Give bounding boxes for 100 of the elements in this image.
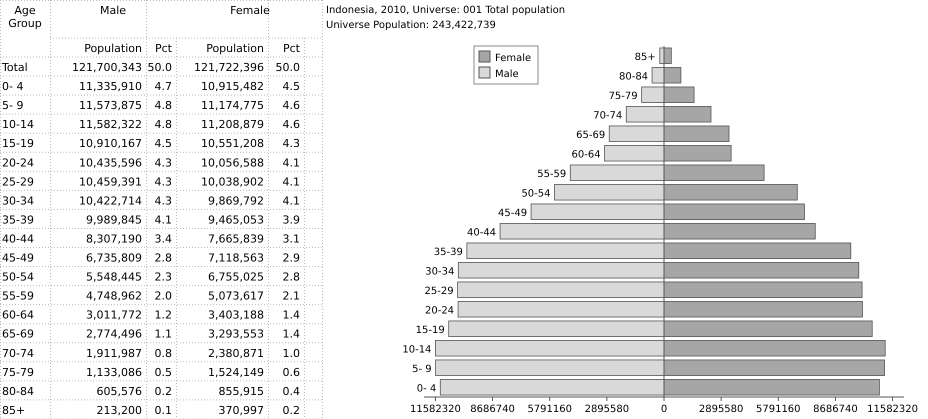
category-label: 55-59 [2,290,34,303]
data-label: 0.6 [282,366,300,379]
data-label: 10,056,588 [201,156,264,170]
data-label: 1.4 [282,328,300,341]
data-label: 8,307,190 [86,232,142,246]
data-label: 50.0 [276,61,300,74]
data-label: 6,755,025 [208,270,264,284]
data-label: 11,208,879 [201,118,264,132]
data-label: 0.4 [282,384,300,398]
data-label: 4.5 [154,137,172,150]
x-tick-label: 5791160 [756,404,801,415]
legend-label: Male [495,69,519,80]
y-tick-label: 0- 4 [416,383,436,394]
data-label: 2,774,496 [86,328,142,341]
data-label: 213,200 [96,404,142,417]
category-label: 65-69 [2,328,34,341]
data-label: 0.8 [154,346,172,360]
data-label: 2.9 [282,252,300,264]
data-label: 7,118,563 [208,252,264,264]
category-label: 80-84 [2,384,34,398]
category-label: 5- 9 [2,99,24,112]
category-label: 50-54 [2,270,34,284]
data-label: 0.2 [282,404,300,417]
data-label: 4.3 [154,175,172,188]
data-label: 1,133,086 [86,366,142,379]
data-label: 11,582,322 [79,118,142,132]
data-label: 10,915,482 [201,80,264,94]
data-label: 2.1 [282,290,300,303]
category-label: 0- 4 [2,80,24,94]
data-label: 4.8 [154,99,172,112]
data-label: 4.3 [154,194,172,208]
data-label: 605,576 [96,384,142,398]
x-tick-label: 8686740 [470,404,515,415]
data-label: 4.5 [282,80,300,94]
data-label: 1,524,149 [208,366,264,379]
data-label: 1.0 [282,346,300,360]
data-label: 1.2 [154,308,172,322]
data-label: 4.3 [154,156,172,170]
data-label: 3.9 [282,213,300,226]
x-tick-label: 2895580 [698,404,744,415]
data-label: 3.4 [154,232,172,246]
data-label: 0.2 [154,384,172,398]
data-label: 2.0 [154,290,172,303]
data-label: 4.6 [282,99,300,112]
category-label: 10-14 [2,118,34,132]
category-label: 60-64 [2,308,34,322]
text: Population [206,42,264,55]
data-label: 121,700,343 [72,61,142,74]
data-label: 4.6 [282,118,300,132]
data-label: 4,748,962 [86,290,142,303]
x-tick-label: 11582320 [410,404,461,415]
x-tick-label: 2895580 [584,404,630,415]
data-label: 6,735,809 [86,252,142,264]
data-label: 3.1 [282,232,300,246]
category-label: 20-24 [2,156,34,170]
category-label: 35-39 [2,213,34,226]
data-label: 9,869,792 [208,194,264,208]
category-label: 85+ [2,404,26,417]
data-label: 1.4 [282,308,300,322]
data-label: 2.8 [154,252,172,264]
x-tick-label: 11582320 [867,404,918,415]
data-label: 1,911,987 [86,346,142,360]
category-label: 45-49 [2,252,34,264]
data-label: 4.1 [282,156,300,170]
data-label: 4.8 [154,118,172,132]
data-label: 3,403,188 [208,308,264,322]
y-tick-label: 25-29 [424,286,454,297]
data-label: 2,380,871 [208,346,264,360]
data-label: 2.8 [282,270,300,284]
data-label: 11,174,775 [201,99,264,112]
data-label: 11,573,875 [79,99,142,112]
chart-subtitle: Universe Population: 243,422,739 [326,20,496,31]
data-label: 50.0 [148,61,172,74]
data-label: 7,665,839 [208,232,264,246]
data-label: 11,335,910 [79,80,142,94]
data-label: 4.1 [282,194,300,208]
data-label: 4.1 [154,213,172,226]
category-label: 40-44 [2,232,34,246]
x-tick-label: 0 [660,404,668,415]
data-label: 3,011,772 [86,308,142,322]
data-label: 5,073,617 [208,290,264,303]
text: Pct [155,42,173,55]
data-label: 9,989,845 [86,213,142,226]
data-label: 4.3 [282,137,300,150]
data-label: 2.3 [154,270,172,284]
data-label: 1.1 [154,328,172,341]
data-label: 0.1 [154,404,172,417]
text: Age Group [8,4,42,30]
category-label: Total [1,61,28,74]
category-label: 75-79 [2,366,34,379]
data-label: 10,038,902 [201,175,264,188]
data-label: 5,548,445 [86,270,142,284]
data-label: 4.1 [282,175,300,188]
text: Population [84,42,142,55]
data-label: 370,997 [218,404,264,417]
text: Male [100,4,126,17]
data-label: 10,910,167 [79,137,142,150]
data-label: 3,293,553 [208,328,264,341]
data-label: 121,722,396 [194,61,264,74]
data-label: 0.5 [154,366,172,379]
